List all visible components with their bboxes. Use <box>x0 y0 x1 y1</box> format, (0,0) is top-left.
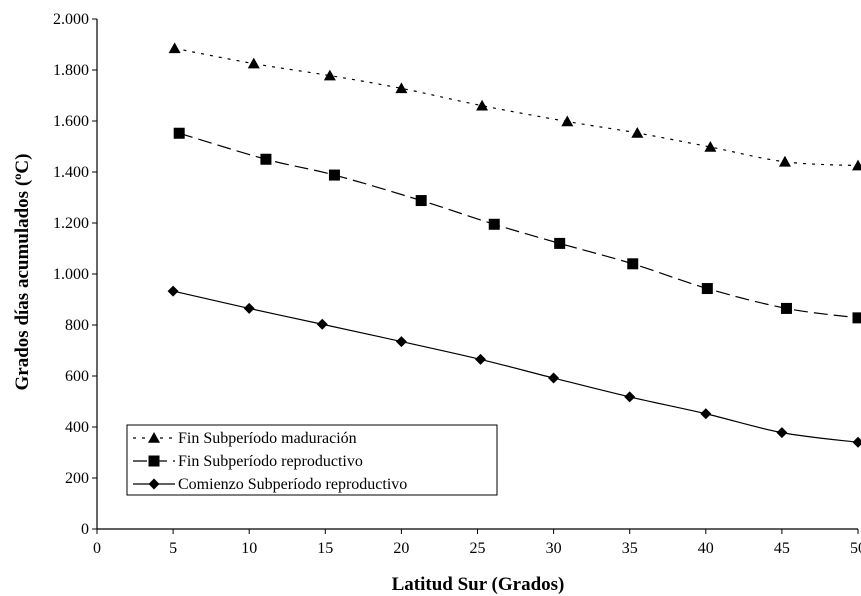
x-tick-label: 25 <box>470 540 486 557</box>
x-axis-title: Latitud Sur (Grados) <box>392 574 565 595</box>
data-point-diamond <box>624 391 636 403</box>
data-point-diamond <box>700 408 712 420</box>
legend-marker-square <box>148 455 160 467</box>
data-point-triangle <box>323 69 336 81</box>
x-tick-label: 5 <box>169 540 177 557</box>
y-tick-label: 1.200 <box>53 215 89 232</box>
series-1 <box>168 42 861 171</box>
data-point-square <box>554 237 566 249</box>
data-point-triangle <box>704 141 717 152</box>
data-point-triangle <box>168 42 181 54</box>
data-point-square <box>627 258 639 270</box>
data-point-diamond <box>776 427 788 439</box>
data-point-diamond <box>243 302 255 314</box>
data-point-diamond <box>475 353 487 365</box>
series-2 <box>173 127 861 324</box>
series-line <box>172 290 859 443</box>
legend-label: Comienzo Subperíodo reproductivo <box>178 476 407 493</box>
x-tick-label: 30 <box>546 540 562 557</box>
x-tick-label: 45 <box>774 540 790 557</box>
x-tick-label: 0 <box>93 540 101 557</box>
legend-label: Fin Subperíodo reproductivo <box>178 453 363 470</box>
y-tick-label: 600 <box>65 368 89 385</box>
y-tick-label: 400 <box>65 419 89 436</box>
data-point-diamond <box>316 318 328 330</box>
y-tick-label: 800 <box>65 317 89 334</box>
y-tick-label: 1.400 <box>53 164 89 181</box>
data-point-diamond <box>167 285 179 297</box>
y-tick-label: 200 <box>65 470 89 487</box>
y-tick-label: 1.600 <box>53 113 89 130</box>
x-tick-label: 50 <box>850 540 861 557</box>
data-point-square <box>488 218 500 230</box>
data-point-triangle <box>631 126 644 138</box>
data-point-square <box>328 169 340 181</box>
series-line <box>174 47 859 167</box>
legend: Fin Subperíodo maduración Fin Subperíodo … <box>126 424 498 496</box>
x-tick-label: 20 <box>393 540 409 557</box>
data-point-triangle <box>852 159 861 171</box>
data-point-triangle <box>561 115 574 127</box>
legend-marker-diamond <box>148 478 160 490</box>
y-tick-label: 1.800 <box>53 62 89 79</box>
series-3 <box>167 285 861 448</box>
x-tick-label: 40 <box>698 540 714 557</box>
x-tick-label: 35 <box>622 540 638 557</box>
y-axis-title: Grados días acumulados (ºC) <box>12 154 33 391</box>
legend-box <box>126 424 498 496</box>
data-point-triangle <box>778 155 791 167</box>
y-tick-label: 2.000 <box>53 11 89 28</box>
x-tick-label: 15 <box>317 540 333 557</box>
data-point-square <box>415 195 427 207</box>
y-tick-label: 0 <box>81 521 89 538</box>
data-point-square <box>780 302 792 314</box>
legend-marker-triangle <box>148 432 160 443</box>
data-point-triangle <box>247 57 260 69</box>
data-point-triangle <box>395 82 408 94</box>
series-group <box>167 42 861 448</box>
data-point-square <box>701 283 713 295</box>
series-line <box>179 132 859 319</box>
data-point-square <box>852 312 861 324</box>
tick-labels: 02004006008001.0001.2001.4001.6001.8002.… <box>53 11 861 557</box>
data-point-diamond <box>395 336 407 348</box>
data-point-square <box>173 127 185 139</box>
y-tick-label: 1.000 <box>53 266 89 283</box>
legend-label: Fin Subperíodo maduración <box>178 430 357 447</box>
data-point-square <box>260 153 272 165</box>
data-point-diamond <box>852 436 861 448</box>
axes <box>92 18 859 534</box>
data-point-triangle <box>476 99 489 111</box>
x-tick-label: 10 <box>241 540 257 557</box>
data-point-diamond <box>548 372 560 384</box>
